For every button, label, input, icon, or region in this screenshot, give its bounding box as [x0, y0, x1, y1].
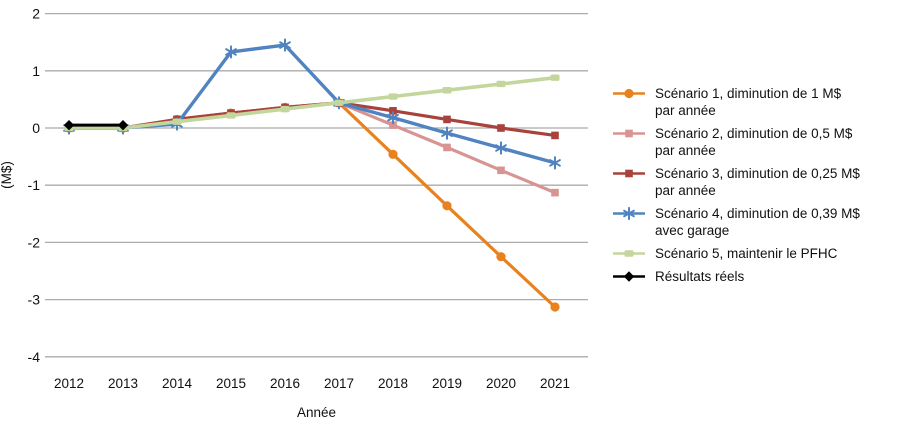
- data-point-marker: [443, 115, 451, 124]
- series-resultats-reels: [63, 119, 129, 131]
- series-line-scenario-1: [67, 101, 557, 309]
- data-point-marker: [549, 156, 561, 170]
- data-point-marker: [172, 118, 182, 125]
- data-point-marker: [389, 107, 397, 115]
- data-point-marker: [388, 149, 398, 159]
- x-axis-tick-label: 2015: [216, 376, 246, 391]
- legend-marker-square-icon: [613, 169, 645, 178]
- data-point-marker: [551, 131, 559, 140]
- data-point-marker: [623, 206, 635, 221]
- data-point-marker: [280, 105, 290, 113]
- legend-item-scenario-5: Scénario 5, maintenir le PFHC: [611, 245, 889, 262]
- legend-marker-dash-square-icon: [613, 250, 645, 257]
- legend-marker-asterisk-icon: [613, 206, 645, 221]
- data-point-marker: [334, 99, 344, 107]
- y-axis-tick-label: -3: [28, 292, 41, 308]
- legend-label: Résultats réels: [655, 269, 745, 284]
- data-point-marker: [625, 129, 633, 138]
- x-axis-tick-label: 2018: [378, 376, 408, 391]
- x-axis-tick-label: 2017: [324, 376, 354, 391]
- data-point-marker: [225, 45, 237, 59]
- x-axis-title: Année: [297, 405, 336, 420]
- legend: Scénario 1, diminution de 1 M$ par année S…: [611, 85, 889, 291]
- series-scenario-2: [65, 99, 559, 197]
- data-point-marker: [496, 252, 506, 262]
- data-point-marker: [279, 38, 291, 52]
- data-point-marker: [442, 201, 452, 211]
- y-axis-tick-label: -4: [28, 349, 41, 365]
- data-point-marker: [497, 124, 505, 132]
- data-point-marker: [389, 121, 397, 129]
- data-point-marker: [550, 302, 560, 312]
- data-point-marker: [226, 112, 236, 119]
- legend-item-scenario-2: Scénario 2, diminution de 0,5 M$ par anné…: [611, 125, 889, 159]
- legend-label: Scénario 1, diminution de 1 M$ par année: [655, 86, 842, 118]
- series-line-scenario-5: [67, 75, 557, 130]
- data-point-marker: [497, 166, 505, 175]
- legend-item-scenario-3: Scénario 3, diminution de 0,25 M$ par ann…: [611, 165, 889, 199]
- data-point-marker: [550, 74, 560, 81]
- legend-marker-square-icon: [613, 129, 645, 138]
- x-axis-tick-label: 2013: [108, 376, 138, 391]
- series-line-scenario-2: [67, 101, 557, 195]
- y-axis-tick-label: 0: [32, 120, 40, 136]
- y-axis-title: (M$): [0, 161, 14, 189]
- y-axis-tick-label: 2: [32, 6, 40, 22]
- y-axis-tick-label: -2: [28, 234, 41, 250]
- y-axis-tick-label: -1: [28, 177, 41, 193]
- legend-marker-diamond-icon: [613, 271, 645, 282]
- data-point-marker: [388, 93, 398, 100]
- y-axis-tick-label: 1: [32, 63, 40, 79]
- x-axis-tick-label: 2014: [162, 376, 193, 391]
- x-axis-tick-label: 2019: [432, 376, 462, 391]
- x-axis-tick-label: 2020: [486, 376, 516, 391]
- data-point-marker: [443, 143, 451, 152]
- data-point-marker: [623, 271, 635, 282]
- data-point-marker: [624, 88, 634, 99]
- data-point-marker: [551, 188, 559, 197]
- x-axis-tick-label: 2016: [270, 376, 300, 391]
- data-point-marker: [496, 80, 506, 88]
- x-axis-tick-label: 2021: [540, 376, 570, 391]
- data-point-marker: [624, 250, 634, 257]
- series-scenario-5: [64, 74, 560, 132]
- data-point-marker: [625, 169, 633, 178]
- legend-item-scenario-1: Scénario 1, diminution de 1 M$ par année: [611, 85, 889, 119]
- legend-marker-circle-icon: [613, 88, 645, 99]
- data-point-marker: [63, 119, 75, 131]
- data-point-marker: [117, 119, 129, 131]
- data-point-marker: [441, 126, 453, 140]
- x-axis-tick-label: 2012: [54, 376, 84, 391]
- data-point-marker: [387, 111, 399, 125]
- legend-label: Scénario 5, maintenir le PFHC: [655, 246, 838, 261]
- data-point-marker: [495, 141, 507, 155]
- data-point-marker: [442, 87, 452, 94]
- series-scenario-1: [64, 98, 560, 312]
- legend-label: Scénario 4, diminution de 0,39 M$ avec ga…: [655, 206, 860, 238]
- legend-label: Scénario 3, diminution de 0,25 M$ par ann…: [655, 166, 860, 198]
- legend-label: Scénario 2, diminution de 0,5 M$ par anné…: [655, 126, 853, 158]
- legend-item-resultats-reels: Résultats réels: [611, 268, 889, 285]
- legend-item-scenario-4: Scénario 4, diminution de 0,39 M$ avec ga…: [611, 205, 889, 239]
